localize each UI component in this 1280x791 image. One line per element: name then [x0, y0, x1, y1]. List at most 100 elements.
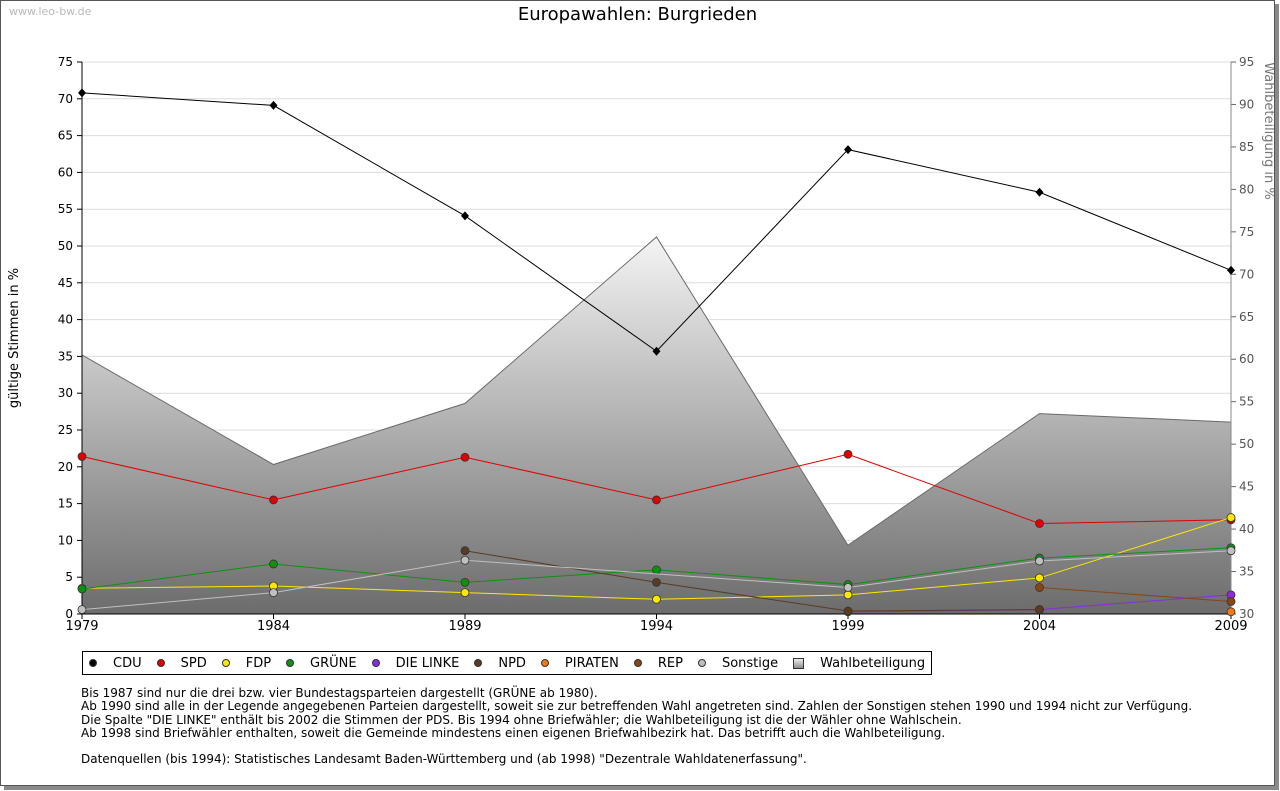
legend-marker [633, 659, 642, 667]
turnout-line [81, 236, 1232, 546]
data-point-cdu [269, 100, 278, 110]
y-tick-label: 40 [58, 313, 73, 327]
data-point-spd [843, 449, 853, 459]
data-point-fdp [1035, 573, 1044, 583]
legend-item: PIRATEN [540, 655, 619, 671]
legend-item: DIE LINKE [371, 655, 460, 671]
legend-label: PIRATEN [564, 655, 619, 671]
legend-label: CDU [113, 655, 142, 671]
y-tick-label: 70 [58, 92, 73, 106]
legend-marker [286, 659, 295, 667]
data-point-fdp [843, 590, 853, 600]
y-tick-label: 65 [58, 129, 73, 143]
x-tick-label: 1984 [257, 619, 290, 634]
data-point-spd [460, 452, 470, 462]
y2-tick-label: 30 [1239, 607, 1254, 621]
y2-tick-label: 45 [1239, 480, 1254, 494]
legend-label: Wahlbeteiligung [820, 655, 926, 671]
footnote-line: Datenquellen (bis 1994): Statistisches L… [81, 752, 807, 767]
y-tick-label: 30 [58, 386, 73, 400]
data-point-gruene [269, 559, 278, 569]
data-point-sonstige [77, 605, 87, 614]
legend-marker [793, 657, 805, 669]
y2-tick-label: 90 [1239, 97, 1254, 111]
legend: CDU SPD FDP GRÜNE DIE LINKE NPD PIRATEN REP Sons… [82, 651, 933, 675]
x-tick-label: 1989 [448, 619, 481, 634]
data-point-npd [1035, 605, 1044, 614]
y2-tick-label: 35 [1239, 565, 1254, 579]
data-point-fdp [1226, 513, 1236, 522]
y-tick-label: 55 [58, 202, 73, 216]
legend-label: GRÜNE [310, 655, 357, 671]
data-point-sonstige [843, 583, 853, 592]
y2-axis-label: Wahlbeteiligung in % [1261, 62, 1274, 199]
y-tick-label: 20 [58, 460, 73, 474]
watermark: www.leo-bw.de [9, 5, 92, 18]
y2-tick-label: 75 [1239, 225, 1254, 239]
y-tick-label: 50 [58, 239, 73, 253]
x-tick-label: 2009 [1214, 619, 1247, 634]
series-line-rep [1039, 587, 1232, 602]
legend-item: GRÜNE [286, 656, 357, 671]
turnout-area [82, 236, 1231, 615]
data-point-cdu [1035, 187, 1044, 197]
y-tick-label: 75 [58, 55, 73, 69]
data-point-spd [77, 452, 87, 461]
y2-tick-label: 85 [1239, 140, 1254, 154]
legend-item: FDP [221, 655, 272, 671]
legend-item: Wahlbeteiligung [793, 656, 925, 671]
legend-label: DIE LINKE [395, 655, 460, 671]
data-point-sonstige [269, 588, 278, 598]
y-axis-label: gültige Stimmen in % [7, 268, 22, 408]
y-tick-label: 10 [58, 533, 73, 547]
footnote-line: Ab 1990 sind alle in der Legende angegeb… [81, 699, 1193, 714]
footnote-line: Ab 1998 sind Briefwähler enthalten, sowe… [81, 725, 946, 740]
y-tick-label: 25 [58, 423, 73, 437]
legend-item: SPD [156, 655, 207, 671]
legend-marker [156, 659, 165, 667]
legend-item: Sonstige [697, 656, 778, 671]
legend-label: FDP [245, 655, 272, 671]
data-point-cdu [78, 88, 86, 98]
data-point-cdu [844, 145, 852, 155]
legend-item: CDU [89, 656, 142, 671]
footnote-line: Bis 1987 sind nur die drei bzw. vier Bun… [81, 686, 598, 700]
data-point-spd [1035, 519, 1044, 528]
y2-tick-label: 65 [1239, 310, 1254, 324]
legend-label: SPD [180, 655, 207, 671]
y-tick-label: 45 [58, 276, 73, 290]
legend-item: REP [633, 655, 683, 671]
x-tick-label: 1994 [640, 619, 673, 634]
y-tick-label: 35 [58, 349, 73, 363]
legend-marker [371, 659, 380, 667]
data-point-cdu [1227, 265, 1235, 275]
data-point-sonstige [1226, 546, 1236, 556]
data-point-npd [460, 546, 470, 556]
data-point-spd [269, 495, 278, 505]
legend-marker [540, 659, 549, 667]
data-point-sonstige [460, 555, 470, 565]
y-tick-label: 5 [65, 570, 73, 584]
data-point-fdp [460, 588, 470, 598]
data-point-cdu [652, 346, 661, 356]
legend-label: REP [657, 655, 683, 671]
data-point-sonstige [1035, 556, 1044, 566]
y2-tick-label: 50 [1239, 437, 1254, 451]
y2-tick-label: 55 [1239, 395, 1254, 409]
y-tick-label: 60 [58, 165, 73, 179]
data-point-rep [1035, 583, 1044, 592]
data-point-npd [843, 606, 853, 616]
footnote-line: Die Spalte "DIE LINKE" enthält bis 2002 … [81, 712, 962, 727]
chart-plot: 0 5 10 15 20 25 30 35 40 45 50 55 60 65 70 75 30 35 40 45 50… [7, 55, 1274, 634]
legend-marker [89, 659, 97, 667]
legend-item: NPD [474, 656, 526, 671]
data-point-npd [652, 577, 661, 587]
x-tick-label: 1979 [65, 619, 98, 634]
series-line-sonstige [81, 550, 1232, 611]
x-tick-label: 2004 [1023, 619, 1056, 634]
y2-tick-label: 95 [1239, 55, 1254, 69]
data-point-cdu [461, 211, 469, 221]
legend-marker [221, 659, 230, 667]
legend-marker [697, 659, 706, 667]
